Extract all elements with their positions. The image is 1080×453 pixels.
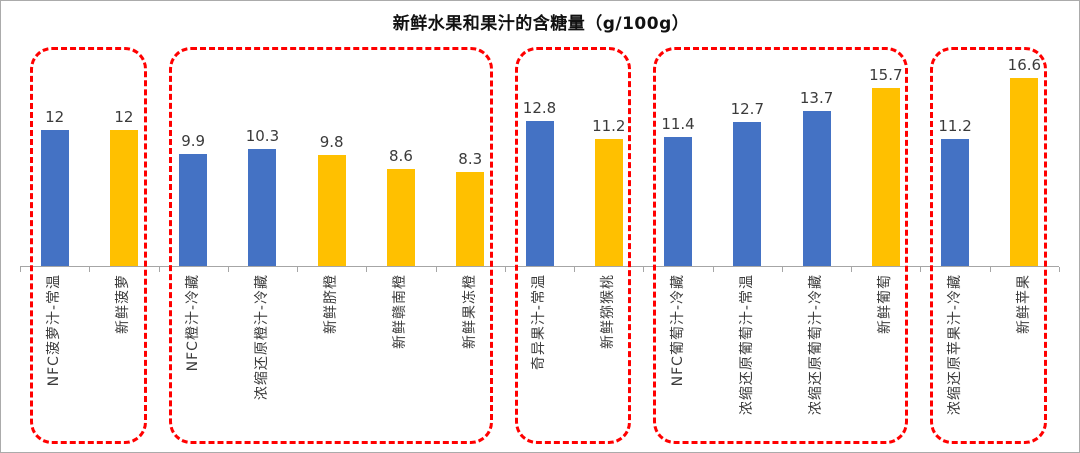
x-axis-tick bbox=[297, 267, 299, 272]
bar-value-label: 13.7 bbox=[799, 88, 834, 107]
bar-value-label: 8.3 bbox=[458, 149, 483, 168]
bar-11 bbox=[802, 110, 831, 266]
group-outline-box-0 bbox=[30, 47, 147, 444]
x-axis-tick bbox=[712, 267, 714, 272]
x-axis-tick bbox=[574, 267, 576, 272]
bar-8 bbox=[594, 139, 623, 266]
x-axis-tick bbox=[781, 267, 783, 272]
bar-2 bbox=[179, 153, 208, 266]
bar-value-label: 15.7 bbox=[869, 66, 903, 85]
x-axis-line bbox=[20, 266, 1059, 267]
chart-title: 新鲜水果和果汁的含糖量（g/100g） bbox=[392, 14, 690, 34]
group-outline-box-3 bbox=[653, 47, 909, 444]
group-outline-box-4 bbox=[930, 47, 1047, 444]
x-axis-tick bbox=[20, 267, 21, 272]
x-axis-tick bbox=[920, 267, 922, 272]
x-axis-tick bbox=[1059, 267, 1060, 272]
bar-value-label: 10.3 bbox=[245, 127, 280, 146]
bar-9 bbox=[664, 136, 693, 266]
bar-value-label: 11.2 bbox=[592, 117, 626, 136]
bar-value-label: 12.8 bbox=[522, 98, 557, 117]
bar-value-label: 11.4 bbox=[661, 114, 695, 133]
bar-value-label: 12 bbox=[114, 108, 134, 127]
bar-7 bbox=[525, 120, 554, 266]
bar-value-label: 8.6 bbox=[389, 146, 413, 165]
bar-value-label: 11.2 bbox=[938, 117, 972, 136]
bar-value-label: 9.9 bbox=[181, 131, 206, 150]
bar-3 bbox=[248, 149, 277, 266]
x-axis-tick bbox=[504, 267, 506, 272]
bar-0 bbox=[40, 130, 69, 266]
x-axis-tick bbox=[851, 267, 853, 272]
bar-14 bbox=[1010, 77, 1039, 266]
bar-4 bbox=[317, 154, 346, 266]
x-axis-tick bbox=[89, 267, 91, 272]
x-axis-tick bbox=[643, 267, 645, 272]
x-axis-tick bbox=[989, 267, 991, 272]
bar-6 bbox=[456, 171, 485, 266]
x-axis-tick bbox=[158, 267, 160, 272]
bar-10 bbox=[733, 122, 762, 266]
x-axis-tick bbox=[435, 267, 437, 272]
bar-value-label: 12 bbox=[45, 108, 65, 127]
x-axis-tick bbox=[227, 267, 229, 272]
group-outline-box-2 bbox=[514, 47, 632, 444]
bar-1 bbox=[109, 130, 138, 266]
x-axis-tick bbox=[366, 267, 368, 272]
bar-5 bbox=[386, 168, 415, 266]
bar-value-label: 9.8 bbox=[319, 132, 344, 151]
bar-value-label: 12.7 bbox=[730, 100, 764, 119]
bar-12 bbox=[871, 88, 900, 266]
bar-13 bbox=[941, 139, 970, 266]
group-outline-box-1 bbox=[168, 47, 493, 444]
